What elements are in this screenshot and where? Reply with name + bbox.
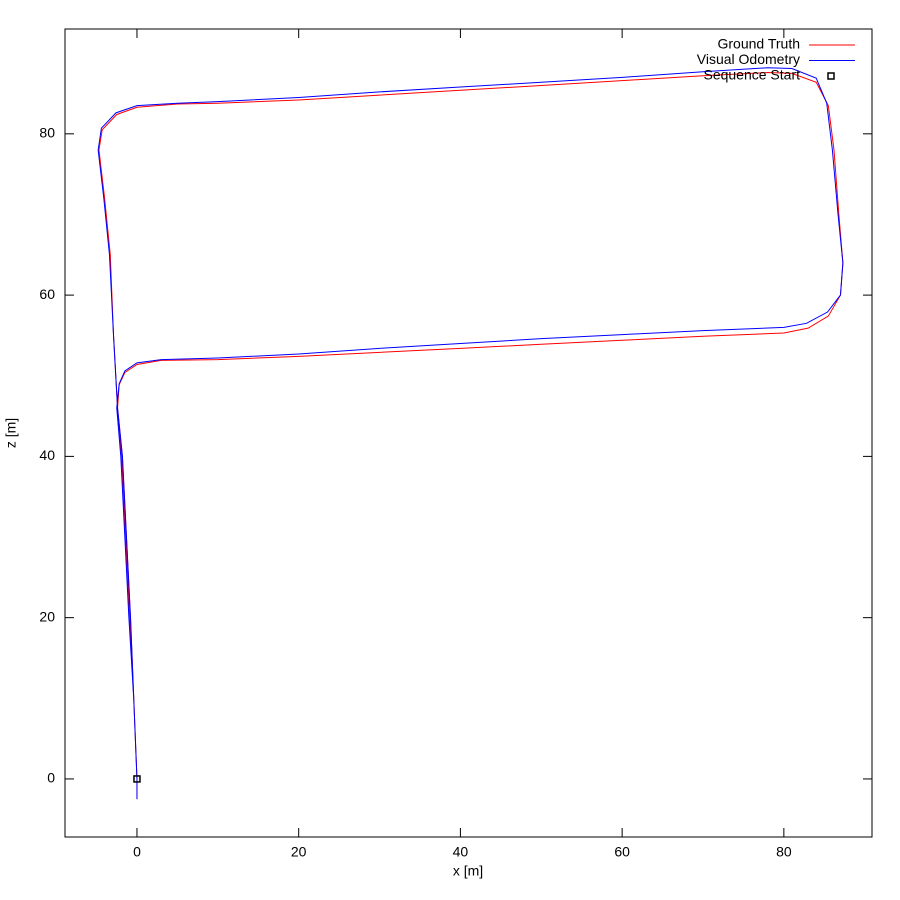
start-marker [133, 775, 141, 783]
plot-frame [64, 28, 873, 838]
x-tick-label: 20 [291, 844, 307, 860]
y-axis-label: z [m] [3, 418, 19, 448]
x-tick-label: 80 [776, 844, 792, 860]
y-tick-label: 60 [39, 286, 55, 302]
legend-label: Ground Truth [718, 36, 801, 52]
x-tick-label: 0 [133, 844, 141, 860]
legend-label: Sequence Start [703, 67, 800, 83]
trajectory-line [98, 72, 844, 800]
trajectory-line [97, 67, 844, 800]
y-tick-label: 20 [39, 608, 55, 624]
x-tick-label: 60 [614, 844, 630, 860]
x-tick-label: 40 [453, 844, 469, 860]
y-tick-label: 0 [47, 770, 55, 786]
y-tick-label: 80 [39, 125, 55, 141]
y-tick-label: 40 [39, 447, 55, 463]
legend-marker [827, 72, 835, 80]
legend-label: Visual Odometry [697, 51, 800, 67]
x-axis-label: x [m] [453, 863, 483, 879]
